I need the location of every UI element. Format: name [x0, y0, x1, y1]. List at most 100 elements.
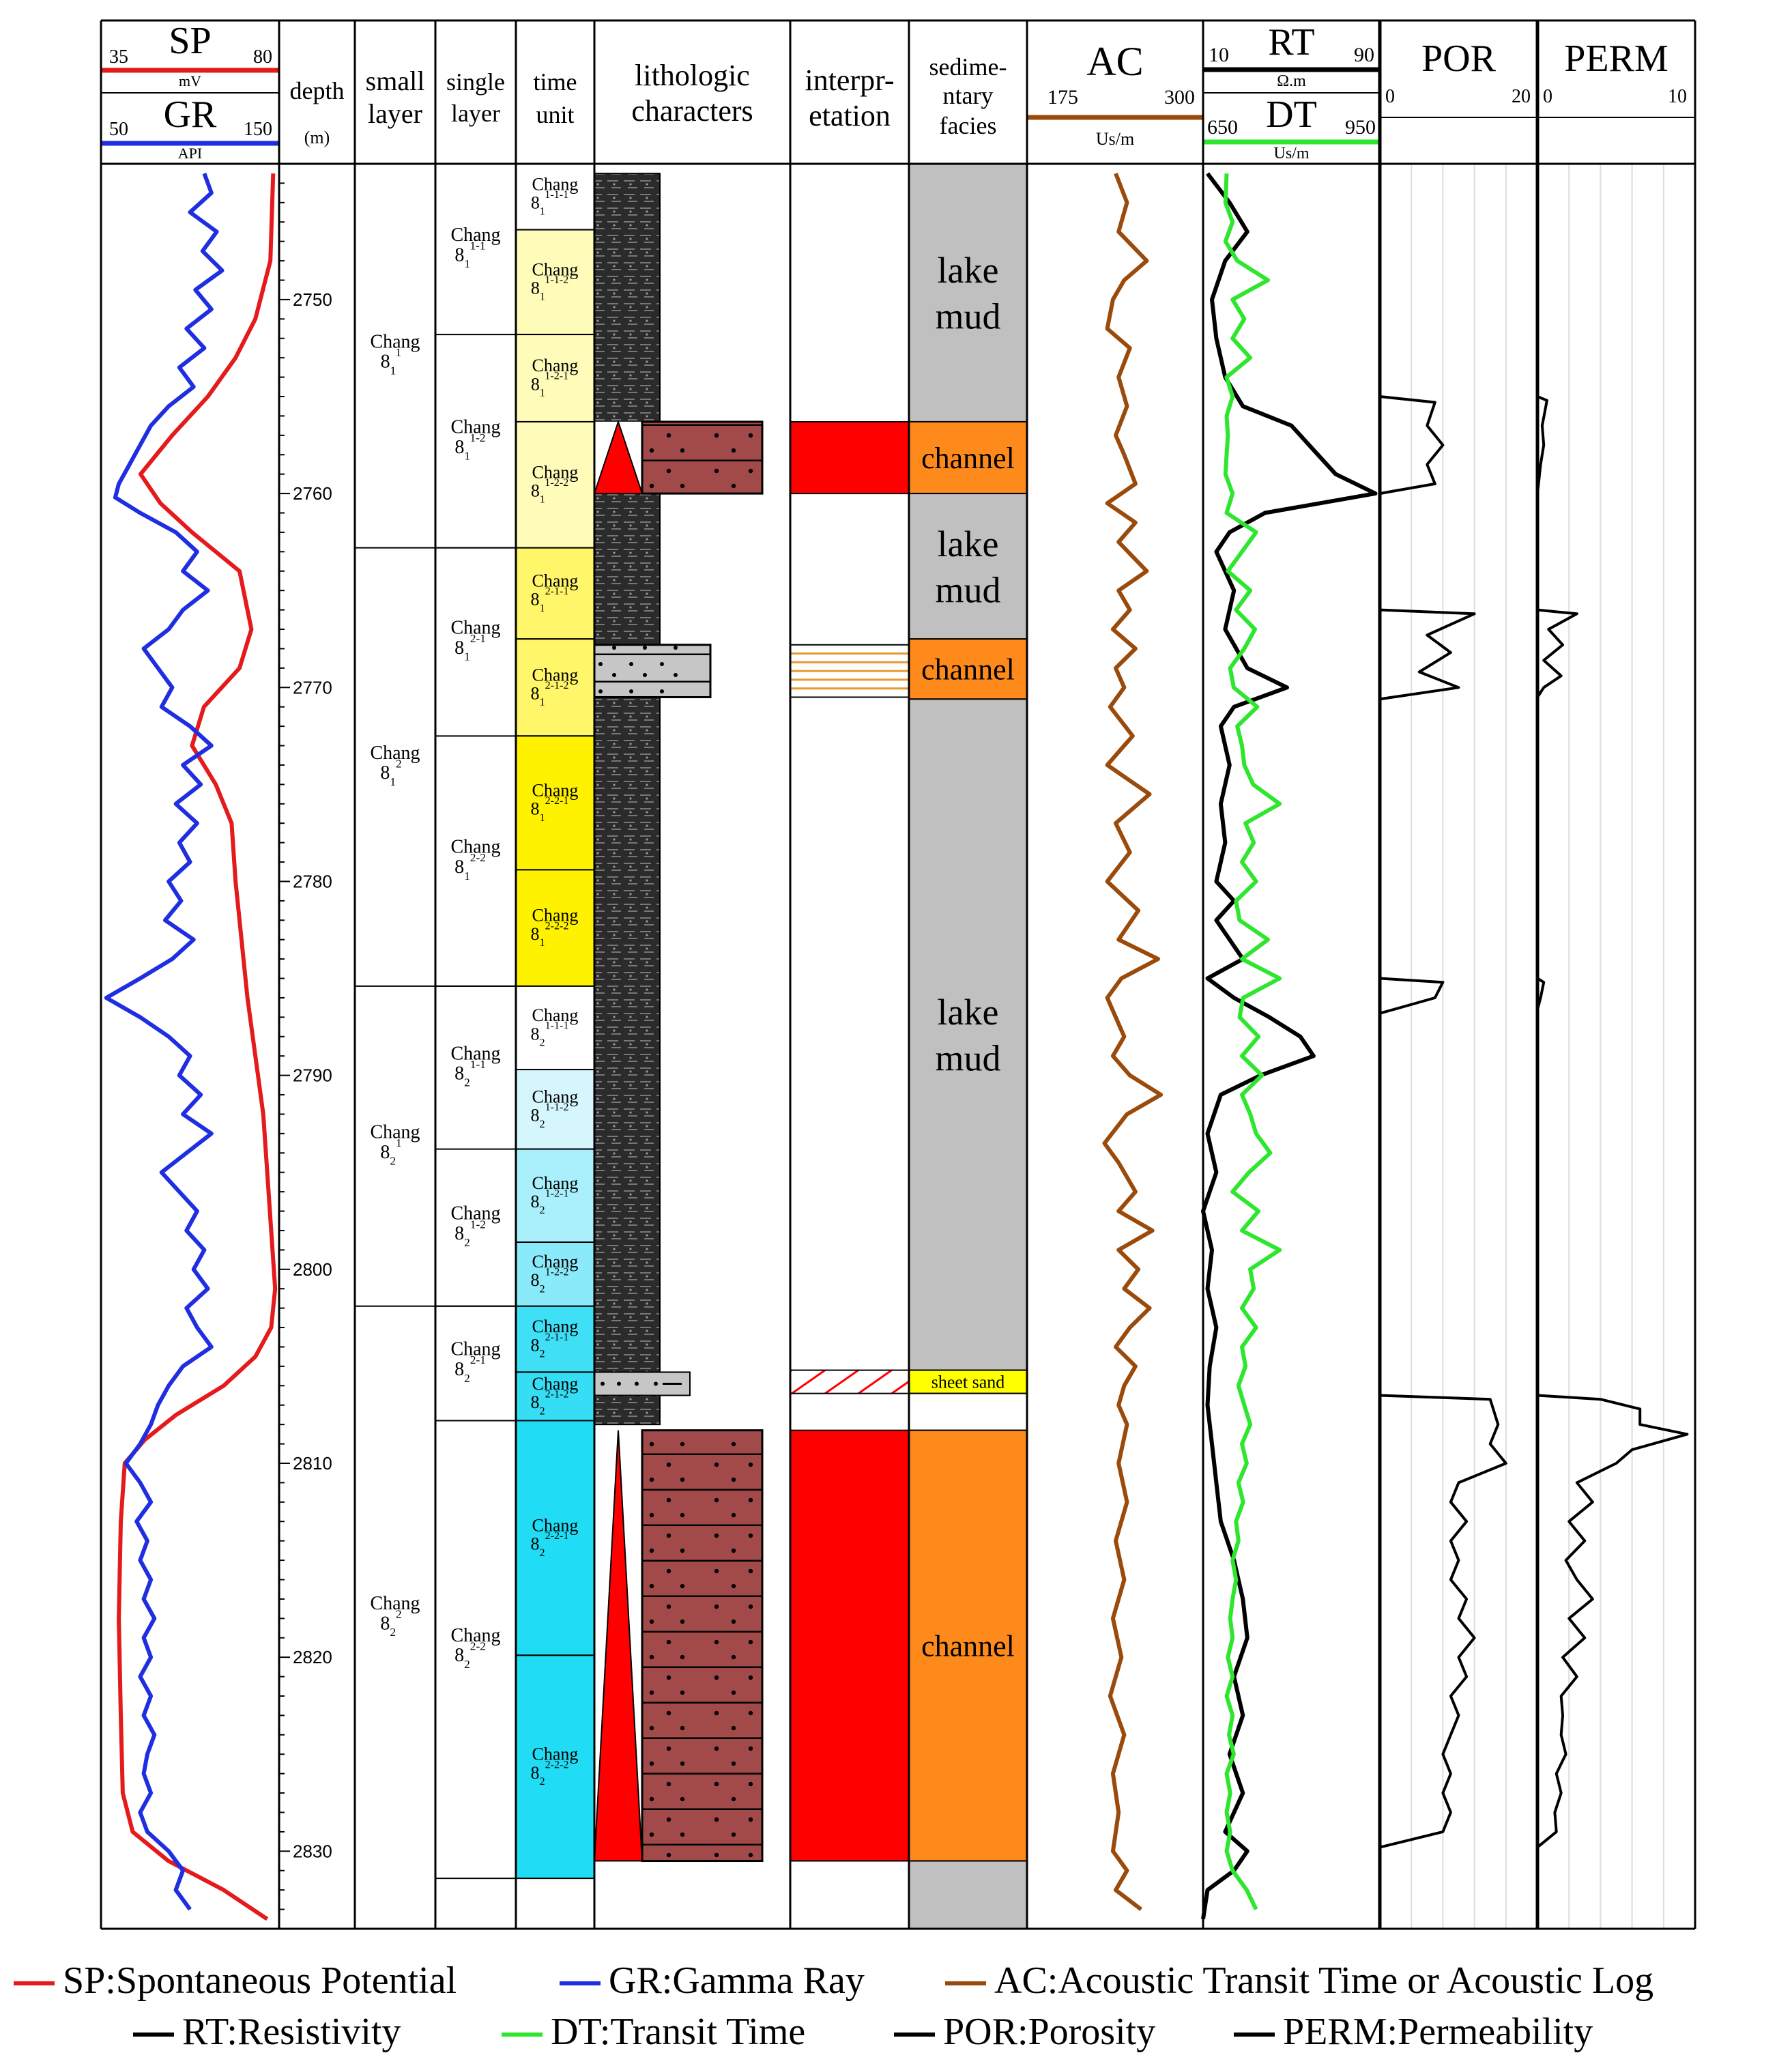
perm-min: 0 — [1543, 86, 1552, 107]
facies-label: lake — [938, 523, 999, 564]
interpretation-water-layer — [790, 644, 910, 698]
facies-label: mud — [935, 1038, 1000, 1079]
lithologic-header: characters — [631, 94, 753, 128]
facies-header: sedime- — [929, 53, 1007, 81]
time-unit-header: time — [534, 68, 577, 96]
chang-index: 822-1-1 — [531, 1332, 569, 1360]
time-unit-header: unit — [536, 101, 574, 128]
gr-curve — [104, 173, 225, 1911]
time-unit-cell — [515, 735, 595, 871]
perm-curve — [1536, 164, 1689, 1929]
facies-header: ntary — [943, 82, 994, 109]
chang-label: Chang — [450, 1339, 500, 1360]
dt-min: 650 — [1207, 116, 1238, 139]
time-unit-cell — [515, 1420, 595, 1656]
legend-label: PERM:Permeability — [1283, 2011, 1593, 2053]
dt-curve — [1223, 173, 1282, 1910]
chang-index: 812 — [380, 757, 401, 788]
facies-label: mud — [935, 296, 1000, 337]
chang-label: Chang — [450, 1043, 500, 1064]
depth-tick-label: 2750 — [293, 289, 332, 310]
chang-index: 822-2-2 — [531, 1759, 569, 1787]
legend-label: DT:Transit Time — [551, 2011, 805, 2053]
legend-item: POR:Porosity — [894, 2011, 1155, 2053]
sp-max: 80 — [253, 46, 272, 68]
depth-tick-label: 2830 — [293, 1841, 332, 1861]
rt-header-title: RT — [1268, 21, 1314, 63]
depth-tick-label: 2760 — [293, 483, 332, 504]
gr-min: 50 — [109, 119, 128, 140]
interpretation-poor-layer — [790, 1369, 910, 1394]
facies-label: sheet sand — [931, 1373, 1005, 1392]
facies-label: channel — [921, 442, 1015, 475]
time-unit-cell — [515, 638, 595, 737]
chang-label: Chang — [532, 174, 579, 194]
rt-min: 10 — [1209, 44, 1229, 66]
legend-label: SP:Spontaneous Potential — [63, 1959, 457, 2002]
chang-index: 812-1-1 — [531, 586, 569, 614]
chang-index: 821-2-2 — [531, 1267, 569, 1295]
perm-header-title: PERM — [1564, 38, 1668, 80]
chang-label: Chang — [450, 837, 500, 858]
chang-label: Chang — [370, 1593, 420, 1614]
time-unit-cell — [515, 229, 595, 336]
track-frame — [100, 19, 1696, 1930]
gr-header-title: GR — [164, 94, 217, 136]
depth-tick-label: 2800 — [293, 1259, 332, 1280]
chang-index: 811-1-1 — [531, 189, 568, 218]
chang-index: 811-1 — [454, 240, 485, 271]
chang-label: Chang — [370, 1121, 420, 1143]
positive-rhythm-triangle — [593, 1430, 644, 1862]
gr-unit: API — [178, 145, 202, 162]
positive-rhythm-triangle — [593, 419, 644, 495]
depth-tick-label: 2780 — [293, 871, 332, 891]
facies-cell — [908, 1392, 1028, 1431]
depth-tick-label: 2790 — [293, 1065, 332, 1086]
chang-index: 811-2-1 — [531, 371, 568, 399]
chang-label: Chang — [532, 1317, 579, 1336]
legend-item: PERM:Permeability — [1234, 2011, 1593, 2053]
siltstone-body — [593, 644, 712, 698]
chang-index: 821 — [380, 1136, 401, 1168]
facies-header: facies — [940, 112, 997, 139]
chang-index: 811-1-2 — [531, 274, 568, 303]
sp-header-title: SP — [169, 20, 211, 62]
facies-cell — [908, 163, 1028, 422]
legend-label: AC:Acoustic Transit Time or Acoustic Log — [994, 1959, 1653, 2002]
depth-tick-label: 2770 — [293, 677, 332, 698]
chang-label: Chang — [532, 665, 579, 685]
depth-tick-label: 2810 — [293, 1453, 332, 1474]
chang-index: 821-1-2 — [531, 1102, 569, 1130]
legend: SP:Spontaneous Potential GR:Gamma Ray AC:A… — [14, 1959, 1653, 2053]
legend-label: GR:Gamma Ray — [609, 1959, 865, 2002]
sheet-sand-lens — [594, 1371, 691, 1396]
depth-tick-label: 2820 — [293, 1647, 332, 1667]
chang-label: Chang — [532, 356, 579, 375]
facies-cell — [908, 493, 1028, 640]
legend-label: RT:Resistivity — [182, 2011, 401, 2053]
chang-label: Chang — [532, 462, 579, 482]
time-unit-cell — [515, 1241, 595, 1307]
time-unit-cell — [515, 869, 595, 987]
lithologic-header: lithologic — [635, 59, 750, 92]
ac-min: 175 — [1047, 86, 1078, 109]
por-min: 0 — [1385, 86, 1395, 107]
small-layer-header: small — [366, 66, 425, 96]
chang-index: 811-2-2 — [531, 477, 568, 506]
